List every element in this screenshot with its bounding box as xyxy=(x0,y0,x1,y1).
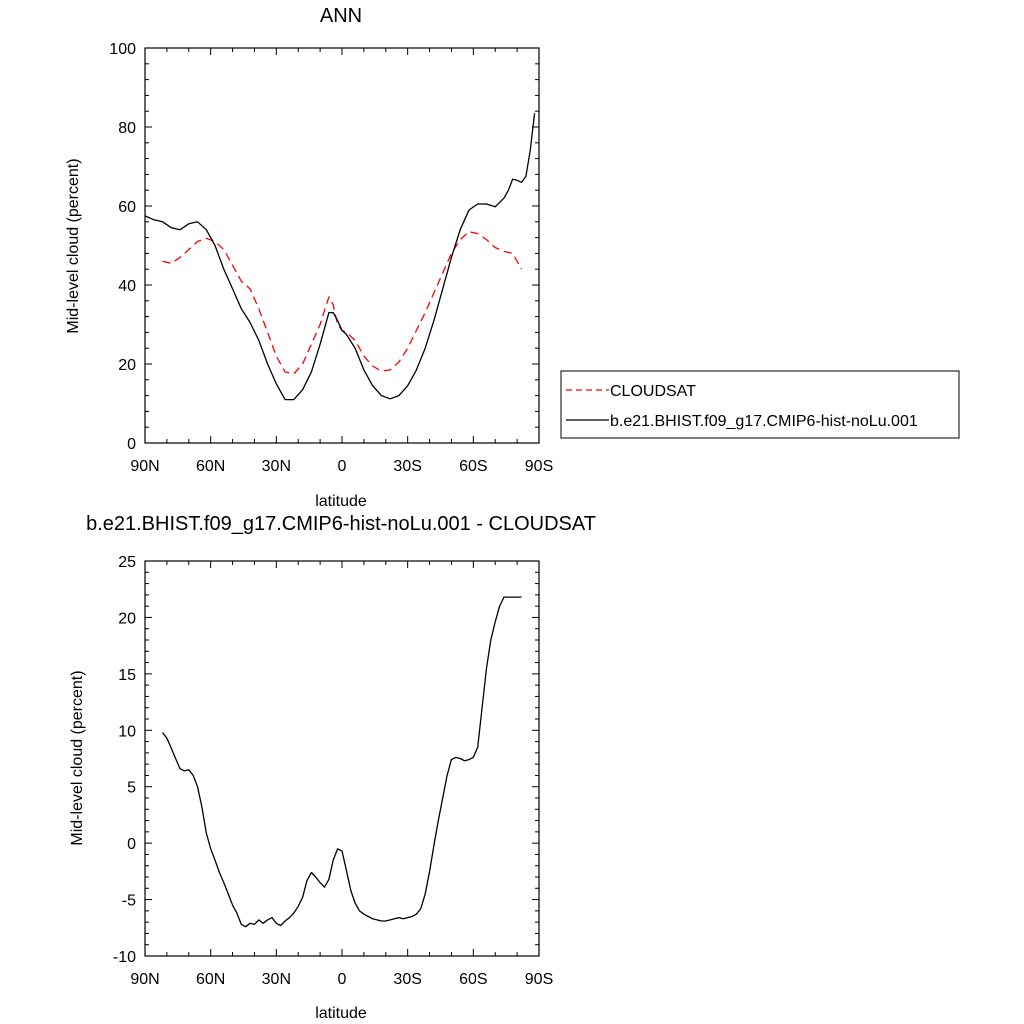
axis-tick-labels: 90N 60N 30N 0 30S 60S 90S 0 20 40 60 80 100 xyxy=(109,41,553,475)
axis-ticks xyxy=(144,560,540,957)
y-tick-label: 20 xyxy=(118,610,136,627)
x-tick-label: 90N xyxy=(130,971,159,988)
x-tick-label: 60N xyxy=(196,971,225,988)
y-tick-label: -10 xyxy=(113,949,136,966)
x-tick-label: 60N xyxy=(196,458,225,475)
x-tick-label: 60S xyxy=(459,458,487,475)
x-tick-label: 60S xyxy=(459,971,487,988)
y-tick-label: 10 xyxy=(118,723,136,740)
x-tick-label: 90N xyxy=(130,458,159,475)
axis-ticks xyxy=(144,47,540,444)
chart-title: b.e21.BHIST.f09_g17.CMIP6-hist-noLu.001 … xyxy=(86,513,596,535)
y-tick-label: 20 xyxy=(118,357,136,374)
y-tick-label: 100 xyxy=(109,41,136,58)
bottom-panel: b.e21.BHIST.f09_g17.CMIP6-hist-noLu.001 … xyxy=(69,513,596,1022)
y-tick-label: 15 xyxy=(118,667,136,684)
x-tick-label: 30N xyxy=(262,971,291,988)
legend-label-cloudsat: CLOUDSAT xyxy=(610,383,696,400)
plot-frame xyxy=(144,560,540,957)
y-tick-label: -5 xyxy=(122,893,136,910)
y-tick-label: 0 xyxy=(127,436,136,453)
x-tick-label: 30N xyxy=(262,458,291,475)
legend: CLOUDSAT b.e21.BHIST.f09_g17.CMIP6-hist-… xyxy=(560,370,960,439)
axis-tick-labels: 90N 60N 30N 0 30S 60S 90S -10 -5 0 5 10 15 20 25 xyxy=(113,554,553,988)
x-tick-label: 0 xyxy=(338,458,347,475)
series-line-cloudsat xyxy=(162,231,523,375)
top-panel: ANN 90N 60N 30N 0 30S 60S 90S 0 20 40 60 80 100 lati… xyxy=(65,5,960,510)
plot-frame xyxy=(144,47,540,444)
y-tick-label: 60 xyxy=(118,199,136,216)
legend-label-model: b.e21.BHIST.f09_g17.CMIP6-hist-noLu.001 xyxy=(610,413,918,430)
series-line-b-e21-bhist-f09-g17-cmip6-hist-nolu-001 xyxy=(144,113,536,401)
y-tick-label: 5 xyxy=(127,780,136,797)
chart-title: ANN xyxy=(320,5,362,27)
y-tick-label: 25 xyxy=(118,554,136,571)
x-tick-label: 90S xyxy=(525,458,553,475)
legend-box xyxy=(560,370,960,439)
x-axis-label: latitude xyxy=(315,1005,367,1022)
y-axis-label: Mid-level cloud (percent) xyxy=(65,158,82,333)
x-tick-label: 30S xyxy=(393,458,421,475)
x-tick-label: 0 xyxy=(338,971,347,988)
difference-series-line xyxy=(161,596,522,928)
series-group xyxy=(144,113,536,401)
y-axis-label: Mid-level cloud (percent) xyxy=(69,670,86,845)
y-tick-label: 80 xyxy=(118,120,136,137)
y-tick-label: 40 xyxy=(118,278,136,295)
y-tick-label: 0 xyxy=(127,836,136,853)
x-tick-label: 90S xyxy=(525,971,553,988)
series-group xyxy=(161,596,522,928)
x-tick-label: 30S xyxy=(393,971,421,988)
x-axis-label: latitude xyxy=(315,493,367,510)
